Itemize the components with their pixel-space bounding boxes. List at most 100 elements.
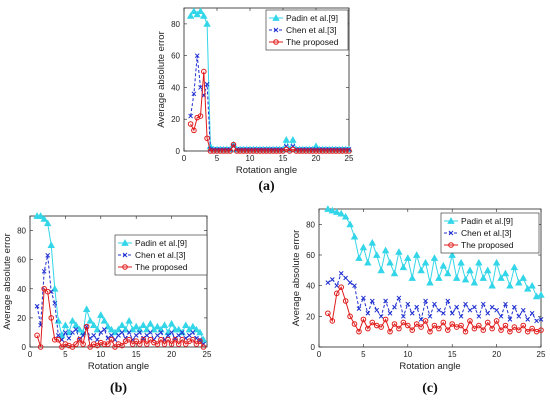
data-point-1-20-b xyxy=(414,304,420,310)
data-point-2-46 xyxy=(339,148,346,154)
y-tick-label: 20 xyxy=(306,312,315,321)
data-point-1-18-b xyxy=(405,301,411,307)
x-tick-label: 15 xyxy=(448,350,457,359)
legend: Padin et al.[9] Chen et al.[3] The propose… xyxy=(265,9,349,51)
series-2 xyxy=(34,285,207,350)
data-point-1-3-b xyxy=(338,271,344,276)
data-point-1-29-b xyxy=(137,330,143,335)
data-point-1-19 xyxy=(101,327,107,332)
data-point-1-5 xyxy=(52,300,58,306)
data-point-1-35-b xyxy=(480,301,486,307)
data-point-2-1 xyxy=(191,127,197,134)
data-point-0-31 xyxy=(461,275,470,283)
data-point-2-39 xyxy=(316,148,323,154)
data-point-2-39 xyxy=(172,336,178,343)
x-tick-label: 20 xyxy=(167,350,176,359)
y-tick-label: 60 xyxy=(171,52,180,61)
data-point-0-28 xyxy=(132,322,140,330)
data-point-2-43 xyxy=(516,327,522,333)
data-point-1-46 xyxy=(529,310,535,316)
data-point-1-8 xyxy=(361,295,366,301)
data-point-0-24 xyxy=(430,254,439,261)
data-point-1-9-b xyxy=(365,310,371,316)
data-point-2-12 xyxy=(378,324,384,330)
y-tick-label: 20 xyxy=(171,115,180,124)
series-line-2 xyxy=(327,286,542,333)
data-point-1-25 xyxy=(436,307,442,313)
data-point-2-41 xyxy=(507,328,513,335)
data-point-2-24 xyxy=(119,342,125,349)
data-point-1-33 xyxy=(472,304,477,310)
data-point-2-38 xyxy=(168,341,175,347)
data-point-1-1 xyxy=(329,277,335,282)
data-point-2-0 xyxy=(187,121,194,127)
data-point-0-13 xyxy=(381,246,390,254)
data-point-1-17-b xyxy=(401,313,406,319)
data-point-2-13 xyxy=(230,141,237,148)
data-point-2-32 xyxy=(293,148,300,154)
data-point-1-42 xyxy=(512,304,517,310)
data-point-2-11 xyxy=(73,341,79,347)
data-point-2-5 xyxy=(204,135,210,142)
data-point-2-24 xyxy=(431,322,438,329)
data-point-2-6 xyxy=(55,336,62,343)
data-point-2-29 xyxy=(136,341,143,347)
data-point-2-22 xyxy=(112,344,118,350)
data-point-2-44 xyxy=(520,322,527,329)
data-point-0-41 xyxy=(506,281,514,289)
data-point-0-12 xyxy=(377,266,385,274)
data-point-1-5 xyxy=(347,280,353,285)
data-point-2-34 xyxy=(476,322,482,329)
data-point-2-17 xyxy=(400,319,407,326)
data-point-2-40 xyxy=(175,341,182,347)
data-point-1-46-b xyxy=(197,337,203,343)
data-point-0-23 xyxy=(426,278,434,286)
data-point-2-12 xyxy=(227,148,233,154)
data-point-1-11-b xyxy=(73,327,79,332)
y-tick-label: 40 xyxy=(306,282,315,291)
data-point-1-14-b xyxy=(387,310,393,316)
data-point-1-29 xyxy=(137,330,143,335)
data-point-2-0 xyxy=(34,332,40,339)
data-point-2-42 xyxy=(511,324,518,330)
legend-entry-2: The proposed xyxy=(461,240,514,250)
data-point-2-1 xyxy=(329,318,336,324)
data-point-2-20 xyxy=(253,148,260,154)
data-point-2-7 xyxy=(210,148,217,154)
data-point-2-36 xyxy=(306,148,313,154)
data-point-1-19-b xyxy=(409,310,415,316)
data-point-1-45-b xyxy=(525,317,531,322)
x-tick-label: 15 xyxy=(279,154,288,163)
legend: Padin et al.[9] Chen et al.[3] The propose… xyxy=(114,234,208,276)
data-point-2-45 xyxy=(193,341,200,347)
data-point-2-38 xyxy=(313,148,319,154)
data-point-0-2 xyxy=(333,208,341,215)
data-point-0-7 xyxy=(355,254,363,261)
data-point-2-34 xyxy=(300,148,306,154)
legend-entry-0: Padin et al.[9] xyxy=(135,238,187,248)
data-point-2-29 xyxy=(283,146,290,153)
legend-entry-0: Padin et al.[9] xyxy=(286,13,338,23)
data-point-1-1 xyxy=(191,91,197,97)
data-point-0-3 xyxy=(196,7,205,15)
data-point-1-16 xyxy=(396,295,402,301)
data-point-0-0 xyxy=(186,12,195,19)
data-point-1-27-b xyxy=(445,298,451,304)
data-point-1-47 xyxy=(534,318,539,324)
data-point-2-41 xyxy=(323,148,329,154)
data-point-0-31 xyxy=(289,136,297,143)
data-point-2-0 xyxy=(325,310,331,317)
data-point-2-47 xyxy=(342,148,349,154)
data-point-2-19 xyxy=(250,148,257,154)
data-point-2-26 xyxy=(126,336,132,343)
data-point-1-2-b xyxy=(194,53,200,59)
data-point-1-15-b xyxy=(392,304,397,310)
data-point-1-12 xyxy=(378,313,384,319)
data-point-1-11 xyxy=(73,327,79,332)
data-point-1-13-b xyxy=(80,333,86,338)
data-point-1-1-b xyxy=(329,277,335,282)
data-point-2-8 xyxy=(214,148,220,154)
data-point-1-25-b xyxy=(436,307,442,313)
legend-entry-0: Padin et al.[9] xyxy=(461,216,513,226)
data-point-1-36-b xyxy=(485,310,491,316)
